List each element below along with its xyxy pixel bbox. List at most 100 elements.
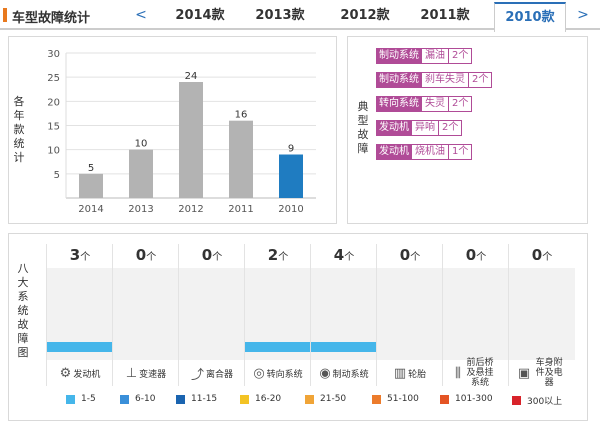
fault-count-label: 2个 (449, 48, 473, 64)
system-name-cell: ⫼ 前后桥及悬挂系统 (443, 358, 509, 388)
system-fault-count: 0个 (201, 246, 223, 264)
tab-next-arrow-icon[interactable]: > (577, 7, 589, 23)
fault-system-label: 转向系统 (376, 96, 422, 112)
x-tick-label: 2013 (128, 204, 153, 215)
system-fill-area (179, 268, 245, 360)
typical-fault-tag[interactable]: 转向系统 失灵 2个 (376, 96, 473, 112)
x-tick-label: 2014 (78, 204, 103, 215)
legend-item: 101-300 (440, 394, 493, 404)
gearbox-icon: ⊥ (125, 365, 138, 381)
tire-icon: ▥ (393, 365, 407, 381)
fault-desc-label: 漏油 (422, 48, 449, 64)
system-fill-area (509, 268, 575, 360)
tab-2013[interactable]: 2013款 (255, 8, 305, 23)
system-name-cell: ◉ 制动系统 (311, 360, 377, 386)
legend-item: 11-15 (176, 394, 217, 404)
system-fault-count: 4个 (333, 246, 355, 264)
legend-swatch (512, 396, 521, 405)
system-fill-area (113, 268, 179, 360)
steering-wheel-icon: ◎ (253, 365, 265, 381)
typical-fault-tag[interactable]: 发动机 异响 2个 (376, 120, 463, 136)
fault-count-label: 1个 (449, 144, 473, 160)
bar-value-label: 16 (235, 110, 248, 121)
fault-count-label: 2个 (439, 120, 463, 136)
title-accent (3, 8, 7, 22)
fault-system-label: 发动机 (376, 120, 412, 136)
system-column[interactable]: 0个 ⤴ 离合器 (178, 244, 245, 386)
car-body-icon: ▣ (517, 365, 531, 381)
system-column[interactable]: 0个 ⊥ 变速器 (112, 244, 179, 386)
y-tick-label: 5 (54, 170, 60, 181)
tab-2010[interactable]: 2010款 (494, 2, 566, 32)
bar-2013 (129, 149, 153, 198)
system-name-cell: ▥ 轮胎 (377, 360, 443, 386)
clutch-icon: ⤴ (190, 367, 204, 383)
system-fault-count: 2个 (267, 246, 289, 264)
y-tick-label: 10 (47, 146, 60, 157)
chart-y-label: 各年款统计 (13, 95, 25, 164)
y-tick-label: 30 (47, 49, 60, 60)
system-fault-count: 0个 (135, 246, 157, 264)
engine-icon: ⚙ (59, 365, 72, 381)
fault-count-label: 2个 (469, 72, 493, 88)
y-tick-label: 25 (47, 73, 60, 84)
system-fault-count: 3个 (69, 246, 91, 264)
system-name-cell: ◎ 转向系统 (245, 360, 311, 386)
legend-swatch (305, 394, 314, 404)
system-name-label: 转向系统 (266, 369, 303, 380)
legend-item: 21-50 (305, 394, 346, 404)
system-name-cell: ▣ 车身附件及电器 (509, 358, 575, 388)
system-column[interactable]: 4个 ◉ 制动系统 (310, 244, 377, 386)
typical-fault-tag[interactable]: 发动机 烧机油 1个 (376, 144, 473, 160)
legend-swatch (66, 394, 75, 404)
legend-item: 300以上 (512, 394, 562, 407)
y-tick-label: 15 (47, 122, 60, 133)
tab-2012[interactable]: 2012款 (340, 8, 390, 23)
typical-fault-tag[interactable]: 制动系统 刹车失灵 2个 (376, 72, 493, 88)
system-fault-count: 0个 (465, 246, 487, 264)
tab-2014[interactable]: 2014款 (175, 8, 225, 23)
tab-prev-arrow-icon[interactable]: < (135, 7, 147, 23)
legend-swatch (240, 394, 249, 404)
system-fault-level-bar (311, 342, 377, 352)
system-column[interactable]: 0个 ▥ 轮胎 (376, 244, 443, 386)
legend-label: 300以上 (527, 397, 563, 407)
legend-label: 16-20 (255, 394, 282, 404)
system-name-label: 轮胎 (408, 369, 427, 380)
legend-item: 1-5 (66, 394, 96, 404)
system-fault-level-bar (245, 342, 311, 352)
systems-label: 八大系统故障图 (17, 262, 29, 359)
system-fault-count: 0个 (399, 246, 421, 264)
fault-system-label: 制动系统 (376, 72, 422, 88)
system-name-cell: ⊥ 变速器 (113, 360, 179, 386)
legend-swatch (120, 394, 129, 404)
system-column[interactable]: 0个 ⫼ 前后桥及悬挂系统 (442, 244, 509, 388)
legend-label: 11-15 (191, 394, 218, 404)
system-name-cell: ⤴ 离合器 (179, 360, 245, 386)
system-column[interactable]: 3个 ⚙ 发动机 (46, 244, 113, 386)
legend-swatch (372, 394, 381, 404)
page-title: 车型故障统计 (12, 11, 91, 26)
system-column[interactable]: 2个 ◎ 转向系统 (244, 244, 311, 386)
fault-desc-label: 异响 (412, 120, 439, 136)
legend-item: 16-20 (240, 394, 281, 404)
legend-label: 21-50 (320, 394, 347, 404)
legend-label: 51-100 (387, 394, 419, 404)
bar-2014 (79, 173, 103, 198)
tab-2011[interactable]: 2011款 (420, 8, 470, 23)
system-column[interactable]: 0个 ▣ 车身附件及电器 (508, 244, 575, 388)
typical-fault-tag[interactable]: 制动系统 漏油 2个 (376, 48, 473, 64)
x-tick-label: 2012 (178, 204, 203, 215)
legend-swatch (440, 394, 449, 404)
bar-value-label: 9 (288, 144, 294, 155)
suspension-icon: ⫼ (455, 365, 461, 381)
system-name-label: 前后桥及悬挂系统 (466, 358, 494, 388)
bar-value-label: 5 (88, 163, 94, 174)
bar-2011 (229, 120, 253, 198)
legend-label: 101-300 (455, 394, 493, 404)
system-name-label: 车身附件及电器 (535, 358, 563, 388)
system-name-cell: ⚙ 发动机 (47, 360, 113, 386)
brake-disc-icon: ◉ (319, 365, 331, 381)
typical-fault-label: 典型故障 (357, 100, 369, 155)
y-tick-label: 20 (47, 97, 60, 108)
